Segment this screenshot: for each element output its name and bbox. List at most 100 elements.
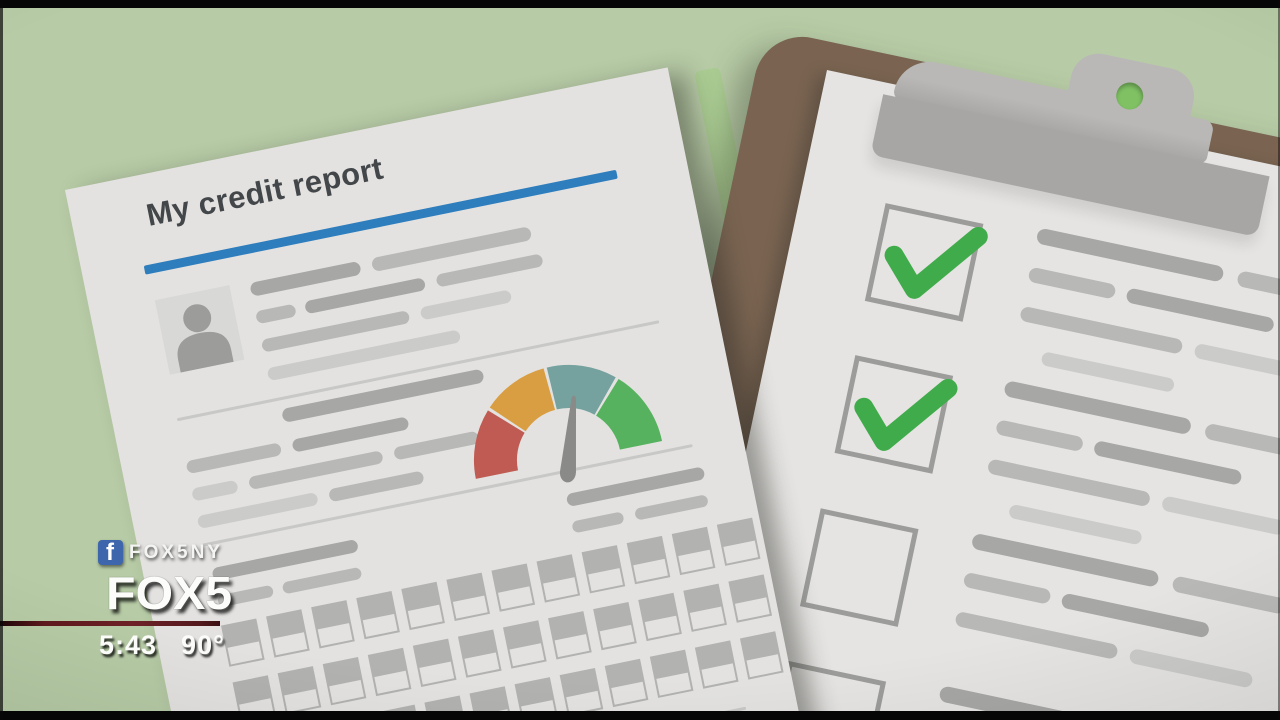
clock-time: 5:43 bbox=[99, 630, 158, 660]
gauge-segment-poor bbox=[473, 410, 525, 479]
grid-cell bbox=[491, 563, 536, 612]
station-watermark: f FOX5NY FOX5 5:43 90° bbox=[0, 530, 360, 700]
grid-cell bbox=[683, 583, 727, 632]
checklist bbox=[767, 70, 1280, 720]
grid-cell-fill bbox=[515, 678, 554, 707]
clipboard-paper bbox=[664, 48, 1280, 720]
text-bar bbox=[304, 277, 427, 315]
grid-cell-fill bbox=[741, 632, 779, 661]
credit-score-gauge bbox=[473, 364, 663, 483]
grid-cell bbox=[739, 631, 784, 680]
grid-cell-fill bbox=[650, 650, 689, 680]
gauge-segment-fair bbox=[489, 368, 556, 432]
text-bar bbox=[986, 458, 1152, 508]
gauge-needle bbox=[560, 395, 576, 483]
person-icon bbox=[177, 304, 234, 373]
letterbox-bottom bbox=[0, 711, 1280, 720]
text-bar bbox=[1193, 342, 1280, 384]
text-bar bbox=[435, 253, 544, 288]
facebook-handle-row: f FOX5NY bbox=[98, 540, 223, 565]
grid-cell-fill bbox=[560, 669, 599, 698]
grid-cell-fill bbox=[672, 527, 711, 557]
grid-cell-fill bbox=[357, 592, 396, 621]
text-bar bbox=[1203, 422, 1280, 463]
text-bar bbox=[1019, 305, 1184, 355]
checkbox bbox=[799, 508, 919, 627]
grid-cell-fill bbox=[639, 593, 678, 623]
grid-cell bbox=[536, 554, 581, 603]
grid-cell bbox=[716, 517, 761, 566]
grid-cell bbox=[626, 535, 671, 585]
temperature: 90° bbox=[181, 630, 225, 660]
grid-cell bbox=[367, 647, 412, 697]
text-bar bbox=[1128, 647, 1254, 689]
checkbox bbox=[864, 203, 988, 322]
gauge-segment-good bbox=[546, 364, 616, 415]
grid-cell bbox=[356, 590, 400, 640]
text-bar bbox=[185, 442, 283, 475]
grid-cell-fill bbox=[368, 648, 407, 678]
text-bar bbox=[291, 416, 410, 453]
grid-cell bbox=[694, 640, 739, 689]
letterbox-top bbox=[0, 0, 1280, 8]
grid-cell bbox=[649, 649, 694, 698]
grid-cell-fill bbox=[549, 612, 587, 641]
grid-cell-fill bbox=[414, 639, 452, 669]
watermark-divider-line bbox=[0, 621, 220, 626]
grid-cell bbox=[604, 658, 649, 708]
checkbox bbox=[834, 355, 958, 474]
text-bar bbox=[419, 289, 513, 321]
text-bar bbox=[954, 610, 1119, 660]
facebook-icon: f bbox=[98, 540, 123, 565]
gauge-segment-excellent bbox=[596, 378, 663, 450]
text-bar bbox=[571, 511, 625, 534]
grid-cell-fill bbox=[718, 518, 756, 548]
screen-edge-left bbox=[0, 0, 3, 720]
screen-edge-right bbox=[1278, 0, 1280, 720]
text-bar bbox=[255, 303, 297, 325]
text-bar bbox=[1160, 495, 1280, 537]
grid-cell-fill bbox=[684, 584, 723, 614]
text-bar bbox=[1027, 266, 1117, 300]
grid-cell-fill bbox=[459, 630, 497, 659]
text-bar bbox=[1125, 287, 1276, 334]
facebook-f: f bbox=[106, 540, 114, 565]
credit-report-paper: My credit report bbox=[65, 67, 836, 720]
grid-cell bbox=[671, 526, 716, 576]
avatar bbox=[154, 285, 245, 375]
grid-cell bbox=[638, 592, 682, 642]
grid-cell bbox=[581, 545, 626, 594]
grid-cell-fill bbox=[696, 641, 734, 670]
text-bar bbox=[1092, 440, 1243, 486]
grid-cell bbox=[593, 601, 637, 651]
grid-cell-fill bbox=[605, 659, 644, 689]
text-bar bbox=[995, 419, 1085, 453]
grid-cell-fill bbox=[627, 537, 666, 566]
fox5-logo: FOX5 bbox=[106, 567, 233, 619]
text-bar bbox=[962, 571, 1052, 605]
grid-cell-fill bbox=[447, 573, 486, 603]
grid-cell bbox=[457, 629, 502, 678]
grid-cell bbox=[559, 667, 604, 717]
text-bar bbox=[328, 470, 425, 503]
facebook-handle: FOX5NY bbox=[129, 541, 224, 563]
grid-cell-fill bbox=[504, 621, 542, 650]
grid-cell-fill bbox=[582, 546, 621, 575]
grid-cell bbox=[446, 572, 491, 621]
checkmark-icon bbox=[884, 226, 988, 299]
text-bar bbox=[1236, 270, 1280, 310]
grid-cell-fill bbox=[492, 564, 531, 593]
text-bar bbox=[1171, 575, 1280, 615]
checkmark-icon bbox=[854, 378, 958, 451]
grid-cell bbox=[503, 620, 547, 669]
grid-cell-fill bbox=[729, 575, 768, 604]
time-temperature-row: 5:43 90° bbox=[99, 630, 225, 661]
grid-cell bbox=[401, 581, 445, 631]
grid-cell bbox=[728, 574, 773, 623]
grid-cell bbox=[548, 611, 592, 660]
text-bar bbox=[1060, 592, 1211, 639]
text-bar bbox=[191, 479, 239, 502]
text-bar bbox=[249, 260, 362, 297]
